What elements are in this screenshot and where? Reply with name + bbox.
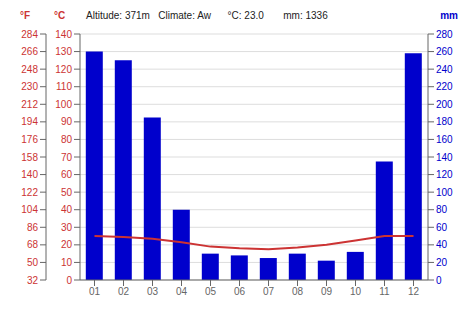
svg-text:248: 248 bbox=[21, 64, 38, 75]
svg-text:68: 68 bbox=[27, 239, 39, 250]
svg-text:220: 220 bbox=[436, 81, 453, 92]
svg-text:140: 140 bbox=[55, 29, 72, 40]
svg-text:110: 110 bbox=[56, 81, 72, 92]
svg-text:01: 01 bbox=[89, 286, 101, 297]
svg-text:0: 0 bbox=[436, 275, 442, 286]
svg-text:70: 70 bbox=[61, 152, 73, 163]
svg-text:11: 11 bbox=[379, 286, 390, 297]
svg-text:160: 160 bbox=[436, 134, 453, 145]
svg-text:06: 06 bbox=[234, 286, 246, 297]
svg-text:284: 284 bbox=[21, 29, 38, 40]
svg-text:10: 10 bbox=[350, 286, 362, 297]
svg-text:20: 20 bbox=[61, 239, 73, 250]
svg-text:100: 100 bbox=[436, 187, 453, 198]
svg-text:04: 04 bbox=[176, 286, 188, 297]
svg-text:104: 104 bbox=[21, 204, 38, 215]
svg-text:122: 122 bbox=[21, 187, 38, 198]
svg-text:100: 100 bbox=[55, 99, 72, 110]
svg-text:200: 200 bbox=[436, 99, 453, 110]
svg-text:03: 03 bbox=[147, 286, 159, 297]
svg-text:260: 260 bbox=[436, 46, 453, 57]
svg-text:30: 30 bbox=[61, 222, 73, 233]
svg-text:120: 120 bbox=[55, 64, 72, 75]
svg-text:05: 05 bbox=[205, 286, 217, 297]
html-text:°F: °F bbox=[20, 10, 31, 21]
svg-text:180: 180 bbox=[436, 116, 453, 127]
svg-text:20: 20 bbox=[436, 257, 448, 268]
svg-text:120: 120 bbox=[436, 169, 453, 180]
svg-text:50: 50 bbox=[27, 257, 39, 268]
html-text:°C: °C bbox=[54, 10, 66, 21]
svg-text:158: 158 bbox=[21, 152, 38, 163]
svg-text:176: 176 bbox=[21, 134, 38, 145]
svg-text:230: 230 bbox=[21, 81, 38, 92]
svg-text:266: 266 bbox=[21, 46, 38, 57]
svg-text:07: 07 bbox=[263, 286, 275, 297]
svg-text:09: 09 bbox=[321, 286, 333, 297]
svg-text:80: 80 bbox=[436, 204, 448, 215]
svg-text:280: 280 bbox=[436, 29, 453, 40]
svg-text:0: 0 bbox=[66, 275, 72, 286]
svg-text:40: 40 bbox=[436, 239, 448, 250]
svg-text:80: 80 bbox=[61, 134, 73, 145]
svg-text:12: 12 bbox=[408, 286, 420, 297]
svg-text:140: 140 bbox=[436, 152, 453, 163]
html-text:mm: mm bbox=[440, 10, 458, 21]
svg-text:140: 140 bbox=[21, 169, 38, 180]
svg-text:130: 130 bbox=[55, 46, 72, 57]
svg-text:60: 60 bbox=[436, 222, 448, 233]
svg-text:194: 194 bbox=[21, 116, 38, 127]
svg-text:90: 90 bbox=[61, 116, 73, 127]
svg-text:240: 240 bbox=[436, 64, 453, 75]
svg-text:08: 08 bbox=[292, 286, 304, 297]
html-text:Altitude: 371m Climate: Aw °C:: Altitude: 371m Climate: Aw °C: 23.0 mm: … bbox=[86, 10, 328, 21]
svg-text:86: 86 bbox=[27, 222, 39, 233]
svg-text:32: 32 bbox=[27, 275, 39, 286]
svg-text:40: 40 bbox=[61, 204, 73, 215]
svg-text:02: 02 bbox=[118, 286, 130, 297]
svg-text:10: 10 bbox=[61, 257, 73, 268]
svg-text:50: 50 bbox=[61, 187, 73, 198]
svg-text:212: 212 bbox=[21, 99, 38, 110]
svg-text:60: 60 bbox=[61, 169, 73, 180]
